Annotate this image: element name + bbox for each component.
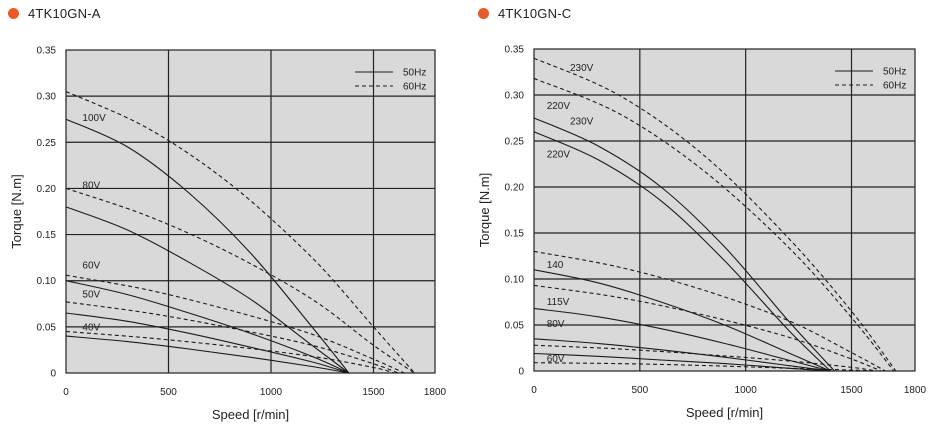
- voltage-annotation: 60V: [547, 354, 565, 365]
- voltage-annotation: 80V: [82, 180, 100, 191]
- y-tick-label: 0.25: [37, 138, 57, 149]
- y-tick-label: 0.10: [37, 276, 57, 287]
- y-tick-label: 0: [50, 369, 56, 380]
- x-tick-label: 1000: [260, 387, 283, 398]
- chart-panel-4tk10gn-a: 4TK10GN-A 0 500 1000 1500 1800 0 0.05 0.10 0.15 0…: [0, 0, 470, 432]
- series-line-40v-60hz: [65, 330, 395, 374]
- y-tick-label: 0.05: [505, 321, 525, 332]
- y-tick-label: 0.25: [505, 137, 525, 148]
- y-tick-label: 0.05: [37, 322, 57, 333]
- series-line-60v-60hz: [65, 274, 405, 374]
- series-line-115v-50hz: [533, 307, 831, 372]
- voltage-annotation: 60V: [82, 261, 100, 272]
- chart-title: 4TK10GN-C: [498, 6, 572, 21]
- x-axis-label: Speed [r/min]: [212, 407, 289, 422]
- voltage-annotation: 115V: [547, 297, 570, 308]
- y-tick-label: 0.20: [505, 183, 525, 194]
- bullet-dot-icon: [478, 8, 489, 19]
- series-line-220v-60hz: [533, 77, 895, 372]
- chart-title: 4TK10GN-A: [28, 6, 101, 21]
- series-line-50v-50hz: [65, 312, 350, 374]
- y-tick-label: 0.10: [505, 275, 525, 286]
- legend-label: 50Hz: [883, 67, 906, 78]
- series-line-80v-50hz: [65, 206, 350, 374]
- series-line-115v-60hz: [533, 284, 882, 372]
- x-tick-label: 1500: [840, 385, 863, 396]
- torque-speed-chart-c: 0 500 1000 1500 1800 0 0.05 0.10 0.15 0.20 0.25 0.3…: [477, 45, 927, 421]
- series-line-60v-60hz: [533, 362, 873, 372]
- y-tick-label: 0.35: [37, 46, 57, 57]
- y-tick-label: 0.35: [505, 45, 525, 56]
- x-tick-label: 0: [531, 385, 537, 396]
- y-tick-label: 0.30: [505, 91, 525, 102]
- voltage-annotation: 230V: [570, 116, 594, 127]
- series-line-80v-60hz: [533, 344, 877, 372]
- chart-panel-4tk10gn-c: 4TK10GN-C 0 500 1000 1500 1800 0 0.05 0.10 0.15 0…: [470, 0, 940, 432]
- voltage-annotation: 140: [547, 260, 564, 271]
- x-tick-label: 500: [160, 387, 177, 398]
- x-tick-label: 0: [63, 387, 69, 398]
- x-tick-label: 1800: [904, 385, 927, 396]
- series-line-100v-50hz: [65, 118, 350, 374]
- y-tick-label: 0.20: [37, 184, 57, 195]
- voltage-annotation: 40V: [82, 323, 100, 334]
- x-tick-label: 1000: [735, 385, 758, 396]
- x-tick-label: 1500: [362, 387, 385, 398]
- legend-label: 50Hz: [403, 68, 426, 79]
- y-tick-label: 0: [518, 367, 524, 378]
- chart-title-row: 4TK10GN-A: [8, 6, 101, 21]
- series-line-230v-50hz: [533, 117, 836, 372]
- y-tick-label: 0.15: [37, 230, 57, 241]
- plot-area: [533, 48, 916, 372]
- legend-label: 60Hz: [883, 81, 906, 92]
- y-tick-label: 0.15: [505, 229, 525, 240]
- torque-speed-chart-a: 0 500 1000 1500 1800 0 0.05 0.10 0.15 0.20 0.25 0.3…: [9, 46, 447, 423]
- bullet-dot-icon: [8, 8, 19, 19]
- series-line-140-60hz: [533, 250, 886, 372]
- series-line-40v-50hz: [65, 335, 349, 374]
- series-line-220v-50hz: [533, 131, 831, 372]
- y-axis-label: Torque [N.m]: [9, 174, 24, 248]
- series-line-100v-60hz: [65, 90, 415, 374]
- y-axis-label: Torque [N.m]: [477, 173, 492, 247]
- voltage-annotation: 220V: [547, 150, 571, 161]
- x-tick-label: 1800: [424, 387, 447, 398]
- voltage-annotation: 50V: [82, 289, 100, 300]
- plot-area: [65, 49, 436, 374]
- series-line-50v-60hz: [65, 301, 399, 374]
- x-tick-label: 500: [631, 385, 648, 396]
- legend-label: 60Hz: [403, 82, 426, 93]
- voltage-annotation: 220V: [547, 101, 571, 112]
- x-axis-label: Speed [r/min]: [686, 405, 763, 420]
- series-line-80v-60hz: [65, 187, 415, 374]
- voltage-annotation: 230V: [570, 63, 594, 74]
- chart-title-row: 4TK10GN-C: [478, 6, 571, 21]
- voltage-annotation: 80V: [547, 319, 565, 330]
- series-line-60v-50hz: [533, 352, 831, 372]
- voltage-annotation: 100V: [82, 113, 106, 124]
- y-tick-label: 0.30: [37, 92, 57, 103]
